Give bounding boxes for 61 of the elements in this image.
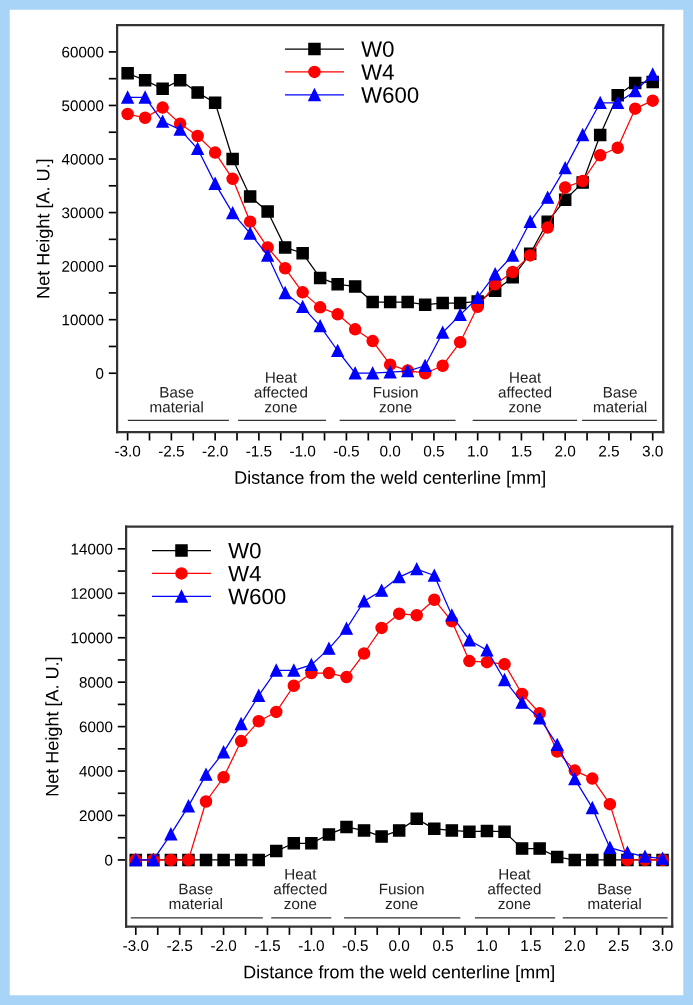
- x-tick-label: -1.5: [254, 940, 280, 952]
- x-tick-label: 0.5: [433, 940, 454, 952]
- y-tick-label: 60000: [62, 46, 104, 58]
- x-tick-label: -1.0: [298, 940, 324, 952]
- x-tick-label: 0.5: [423, 445, 444, 457]
- x-tick-label: 0.0: [389, 940, 410, 952]
- y-tick-label: 40000: [61, 153, 104, 165]
- annotation: Fusion zone: [379, 883, 424, 910]
- x-tick-label: -2.5: [158, 445, 184, 457]
- annotation: Heat affected zone: [273, 868, 327, 910]
- y-tick-label: 50000: [62, 100, 104, 112]
- legend-label: W0: [361, 41, 394, 57]
- y-tick-label: 2000: [79, 810, 113, 822]
- y-tick-label: 0: [105, 854, 113, 866]
- x-axis-title: Distance from the weld centerline [mm]: [235, 470, 545, 488]
- legend-label: W0: [228, 542, 261, 559]
- x-tick-label: 3.0: [652, 940, 673, 952]
- x-tick-label: -2.0: [211, 940, 237, 952]
- y-tick-label: 12000: [71, 588, 113, 599]
- x-tick-label: 0.0: [380, 445, 401, 457]
- legend-label: W600: [361, 87, 419, 103]
- annotation: Base material: [588, 883, 641, 910]
- x-tick-label: 3.0: [642, 445, 663, 457]
- annotation: Heat affected zone: [488, 868, 541, 910]
- x-tick-label: -3.0: [115, 445, 141, 457]
- x-tick-label: 2.5: [608, 940, 629, 952]
- y-tick-label: 8000: [79, 677, 113, 688]
- legend-label: W4: [361, 64, 394, 80]
- x-tick-label: -0.5: [342, 940, 368, 952]
- x-tick-label: -2.5: [167, 940, 193, 952]
- annotation: Base material: [169, 883, 222, 910]
- x-tick-label: -1.0: [290, 445, 316, 457]
- x-tick-label: 1.5: [511, 445, 532, 457]
- x-tick-label: -3.0: [123, 940, 149, 952]
- y-axis-title: Net Height [A. U.]: [36, 159, 54, 298]
- x-tick-label: -0.5: [333, 445, 359, 457]
- x-tick-label: 1.0: [468, 445, 488, 457]
- x-tick-label: 2.0: [564, 940, 585, 952]
- x-tick-label: 2.5: [599, 445, 619, 457]
- x-tick-label: 1.5: [521, 940, 541, 952]
- y-tick-label: 20000: [62, 260, 104, 272]
- y-tick-label: 4000: [79, 765, 113, 777]
- legend-label: W600: [228, 588, 286, 605]
- annotation: Base material: [593, 386, 647, 413]
- annotation: Heat affected zone: [498, 372, 552, 413]
- x-tick-label: 2.0: [555, 445, 576, 457]
- legend-label: W4: [228, 565, 261, 582]
- y-tick-label: 10000: [62, 314, 104, 326]
- y-axis-title: Net Height [A. U.]: [45, 657, 63, 796]
- annotation: Base material: [150, 386, 203, 413]
- annotation: Heat affected zone: [254, 372, 308, 413]
- annotation: Fusion zone: [373, 386, 418, 413]
- x-tick-label: 1.0: [477, 940, 497, 952]
- x-tick-label: -1.5: [246, 445, 272, 457]
- x-axis-title: Distance from the weld centerline [mm]: [244, 965, 554, 982]
- y-tick-label: 14000: [71, 543, 113, 555]
- x-tick-label: -2.0: [202, 445, 228, 457]
- y-tick-label: 6000: [79, 721, 113, 733]
- y-tick-label: 10000: [71, 632, 113, 644]
- y-tick-label: 0: [96, 368, 104, 379]
- y-tick-label: 30000: [62, 207, 104, 219]
